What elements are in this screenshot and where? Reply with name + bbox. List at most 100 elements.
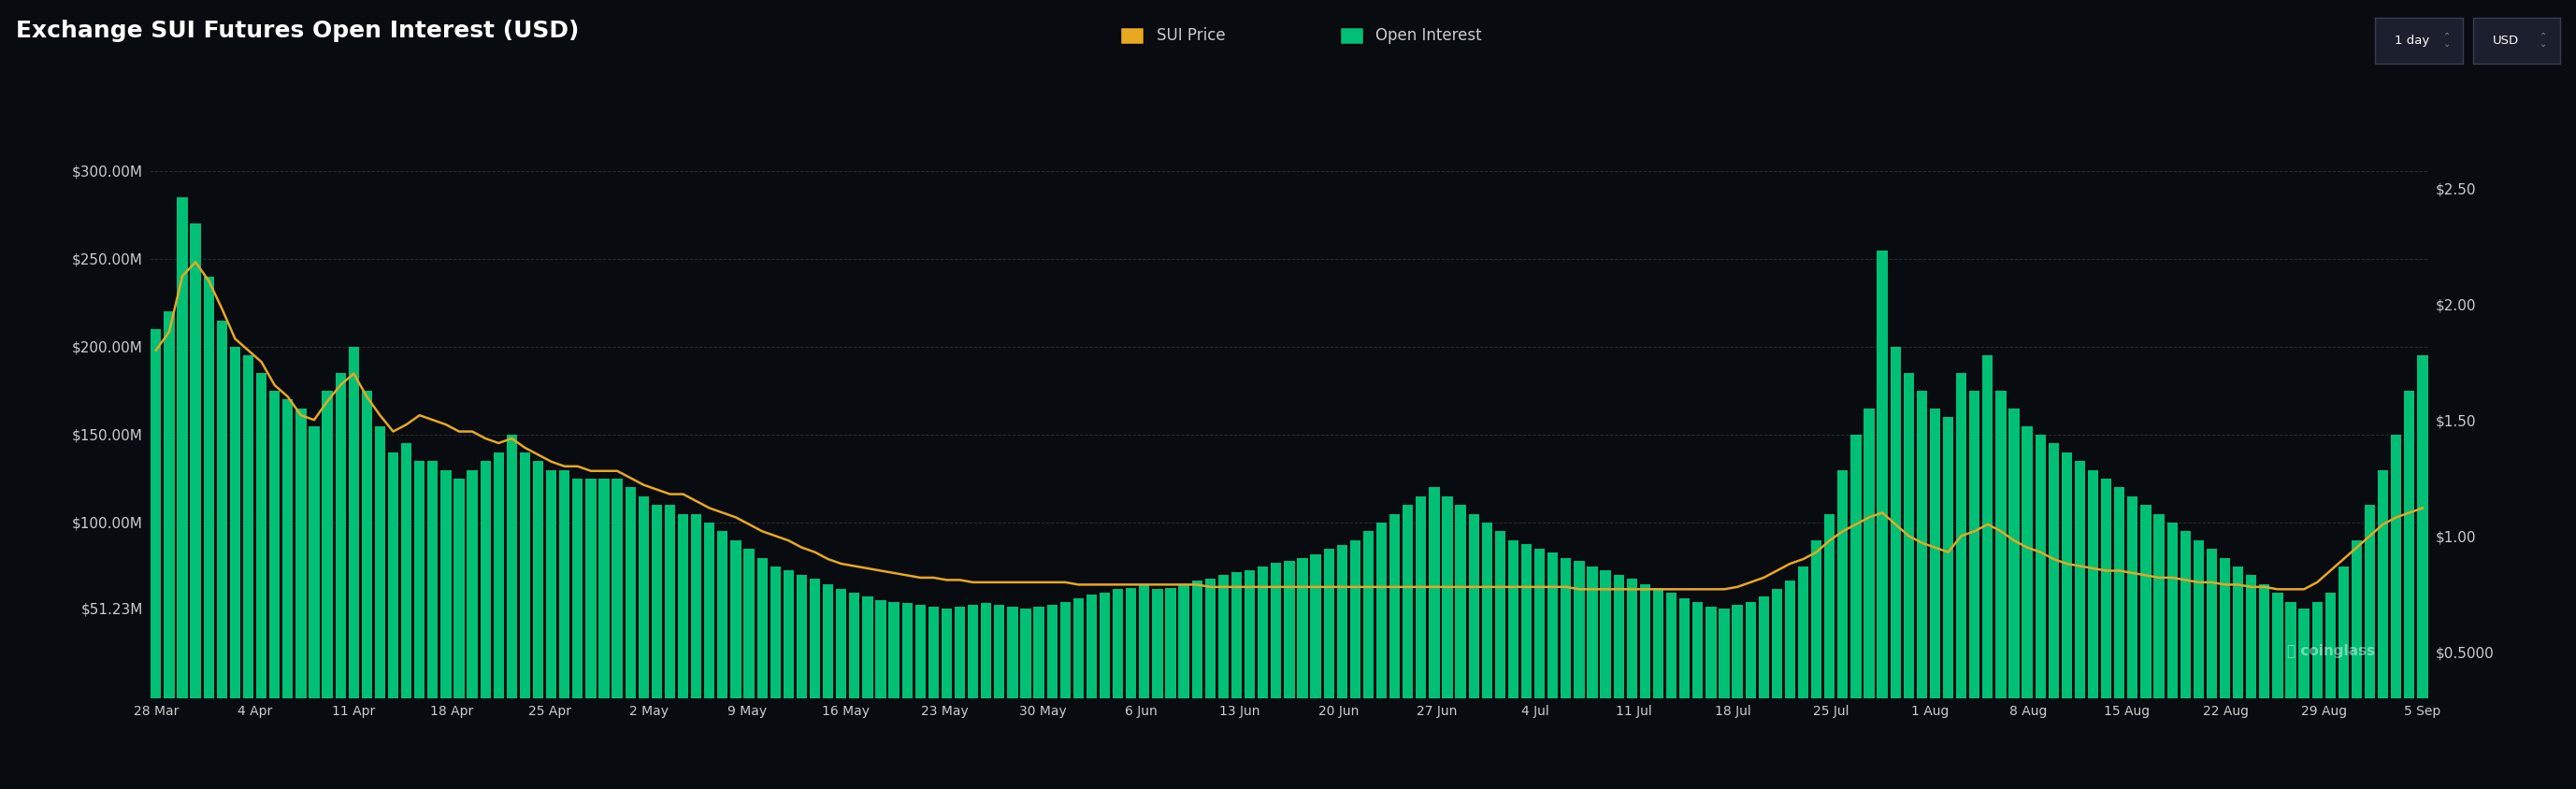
Bar — [1625, 579, 1638, 698]
Bar — [2192, 540, 2205, 698]
Bar — [1180, 584, 1190, 698]
Bar — [2022, 426, 2032, 698]
Bar — [1574, 561, 1584, 698]
Bar — [520, 452, 531, 698]
Bar — [2272, 593, 2282, 698]
Bar — [1363, 531, 1373, 698]
Bar — [837, 589, 848, 698]
Bar — [1311, 554, 1321, 698]
Bar — [2035, 435, 2045, 698]
Bar — [2416, 356, 2427, 698]
Bar — [361, 391, 371, 698]
Bar — [1850, 435, 1862, 698]
Bar — [1046, 605, 1056, 698]
Bar — [428, 461, 438, 698]
Bar — [1113, 589, 1123, 698]
Bar — [1968, 391, 1981, 698]
Bar — [1759, 596, 1770, 698]
Bar — [1074, 598, 1084, 698]
Bar — [2352, 540, 2362, 698]
Text: 🪙 coinglass: 🪙 coinglass — [2287, 644, 2375, 658]
Bar — [1270, 563, 1280, 698]
Bar — [2061, 452, 2071, 698]
Bar — [914, 605, 925, 698]
Bar — [2166, 522, 2177, 698]
Bar — [703, 522, 714, 698]
Bar — [665, 505, 675, 698]
Bar — [322, 391, 332, 698]
Bar — [1613, 575, 1623, 698]
Bar — [1007, 607, 1018, 698]
Bar — [466, 469, 477, 698]
Bar — [1785, 581, 1795, 698]
Bar — [809, 579, 819, 698]
Bar — [1824, 514, 1834, 698]
Bar — [770, 567, 781, 698]
Text: SUI Price: SUI Price — [1157, 27, 1226, 44]
Bar — [1087, 595, 1097, 698]
Bar — [1996, 391, 2007, 698]
Bar — [2259, 584, 2269, 698]
Bar — [850, 593, 860, 698]
Bar — [1139, 584, 1149, 698]
Bar — [152, 329, 162, 698]
Bar — [335, 373, 345, 698]
Bar — [2074, 461, 2084, 698]
Text: 1 day: 1 day — [2396, 34, 2429, 47]
Bar — [309, 426, 319, 698]
Bar — [902, 604, 912, 698]
Bar — [216, 320, 227, 698]
Text: ⌃
⌄: ⌃ ⌄ — [2442, 32, 2450, 49]
Bar — [1811, 540, 1821, 698]
Bar — [1561, 558, 1571, 698]
Bar — [348, 347, 358, 698]
Bar — [1865, 409, 1875, 698]
Bar — [2311, 601, 2324, 698]
Bar — [453, 479, 464, 698]
Bar — [1033, 607, 1043, 698]
Bar — [1692, 601, 1703, 698]
Text: Exchange SUI Futures Open Interest (USD): Exchange SUI Futures Open Interest (USD) — [15, 20, 580, 42]
Bar — [1535, 549, 1546, 698]
Bar — [889, 601, 899, 698]
Bar — [1020, 608, 1030, 698]
Bar — [440, 469, 451, 698]
Bar — [1654, 588, 1664, 698]
Bar — [2285, 601, 2295, 698]
Bar — [1059, 601, 1072, 698]
Bar — [178, 197, 188, 698]
Bar — [940, 608, 953, 698]
Bar — [2154, 514, 2164, 698]
Bar — [495, 452, 505, 698]
Bar — [1587, 567, 1597, 698]
Bar — [572, 479, 582, 698]
Bar — [1244, 570, 1255, 698]
Bar — [1494, 531, 1504, 698]
Bar — [1917, 391, 1927, 698]
Bar — [402, 443, 412, 698]
Bar — [1206, 579, 1216, 698]
Bar — [1667, 593, 1677, 698]
Bar — [1705, 607, 1716, 698]
Bar — [876, 600, 886, 698]
Bar — [2102, 479, 2112, 698]
Bar — [690, 514, 701, 698]
Bar — [2246, 575, 2257, 698]
Bar — [1798, 567, 1808, 698]
Bar — [969, 605, 979, 698]
Bar — [2208, 549, 2218, 698]
Bar — [1548, 552, 1558, 698]
Bar — [1747, 601, 1757, 698]
Bar — [1455, 505, 1466, 698]
Bar — [1680, 598, 1690, 698]
Bar — [1257, 567, 1267, 698]
Bar — [1878, 250, 1888, 698]
Bar — [546, 469, 556, 698]
Bar — [2339, 567, 2349, 698]
Text: USD: USD — [2494, 34, 2519, 47]
Bar — [1100, 593, 1110, 698]
Bar — [1641, 584, 1651, 698]
Bar — [1376, 522, 1386, 698]
Bar — [1600, 570, 1610, 698]
Bar — [1904, 373, 1914, 698]
